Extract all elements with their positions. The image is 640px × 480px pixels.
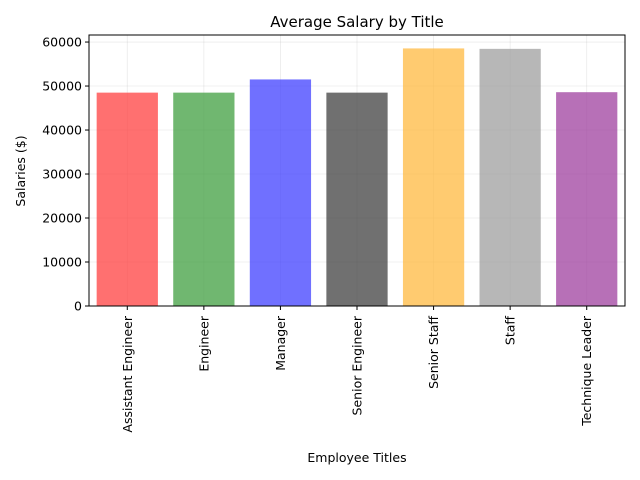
bar — [556, 92, 618, 306]
x-tick-label: Manager — [273, 315, 288, 371]
x-tick-label: Technique Leader — [579, 315, 594, 427]
bar — [479, 48, 541, 306]
bar — [402, 48, 465, 306]
y-tick-label: 10000 — [42, 255, 82, 270]
bar — [96, 92, 158, 306]
y-tick-label: 0 — [74, 299, 82, 314]
x-axis-ticks: Assistant Engineer Engineer Manager Senior … — [120, 306, 594, 433]
bar — [249, 79, 312, 306]
y-tick-label: 20000 — [42, 211, 82, 226]
x-tick-label: Senior Engineer — [350, 315, 365, 415]
bar — [173, 92, 235, 306]
y-axis-ticks: 0 10000 20000 30000 40000 50000 60000 — [42, 35, 89, 314]
bar — [326, 92, 388, 306]
x-tick-label: Staff — [503, 316, 518, 345]
y-tick-label: 30000 — [42, 167, 82, 182]
chart-title: Average Salary by Title — [270, 13, 444, 31]
x-axis-title: Employee Titles — [307, 450, 406, 465]
bars — [96, 48, 618, 306]
y-tick-label: 50000 — [42, 79, 82, 94]
x-tick-label: Assistant Engineer — [120, 315, 135, 432]
y-axis-title: Salaries ($) — [13, 135, 28, 206]
y-tick-label: 60000 — [42, 35, 82, 50]
y-tick-label: 40000 — [42, 123, 82, 138]
x-tick-label: Senior Staff — [426, 316, 441, 389]
x-tick-label: Engineer — [196, 315, 211, 372]
